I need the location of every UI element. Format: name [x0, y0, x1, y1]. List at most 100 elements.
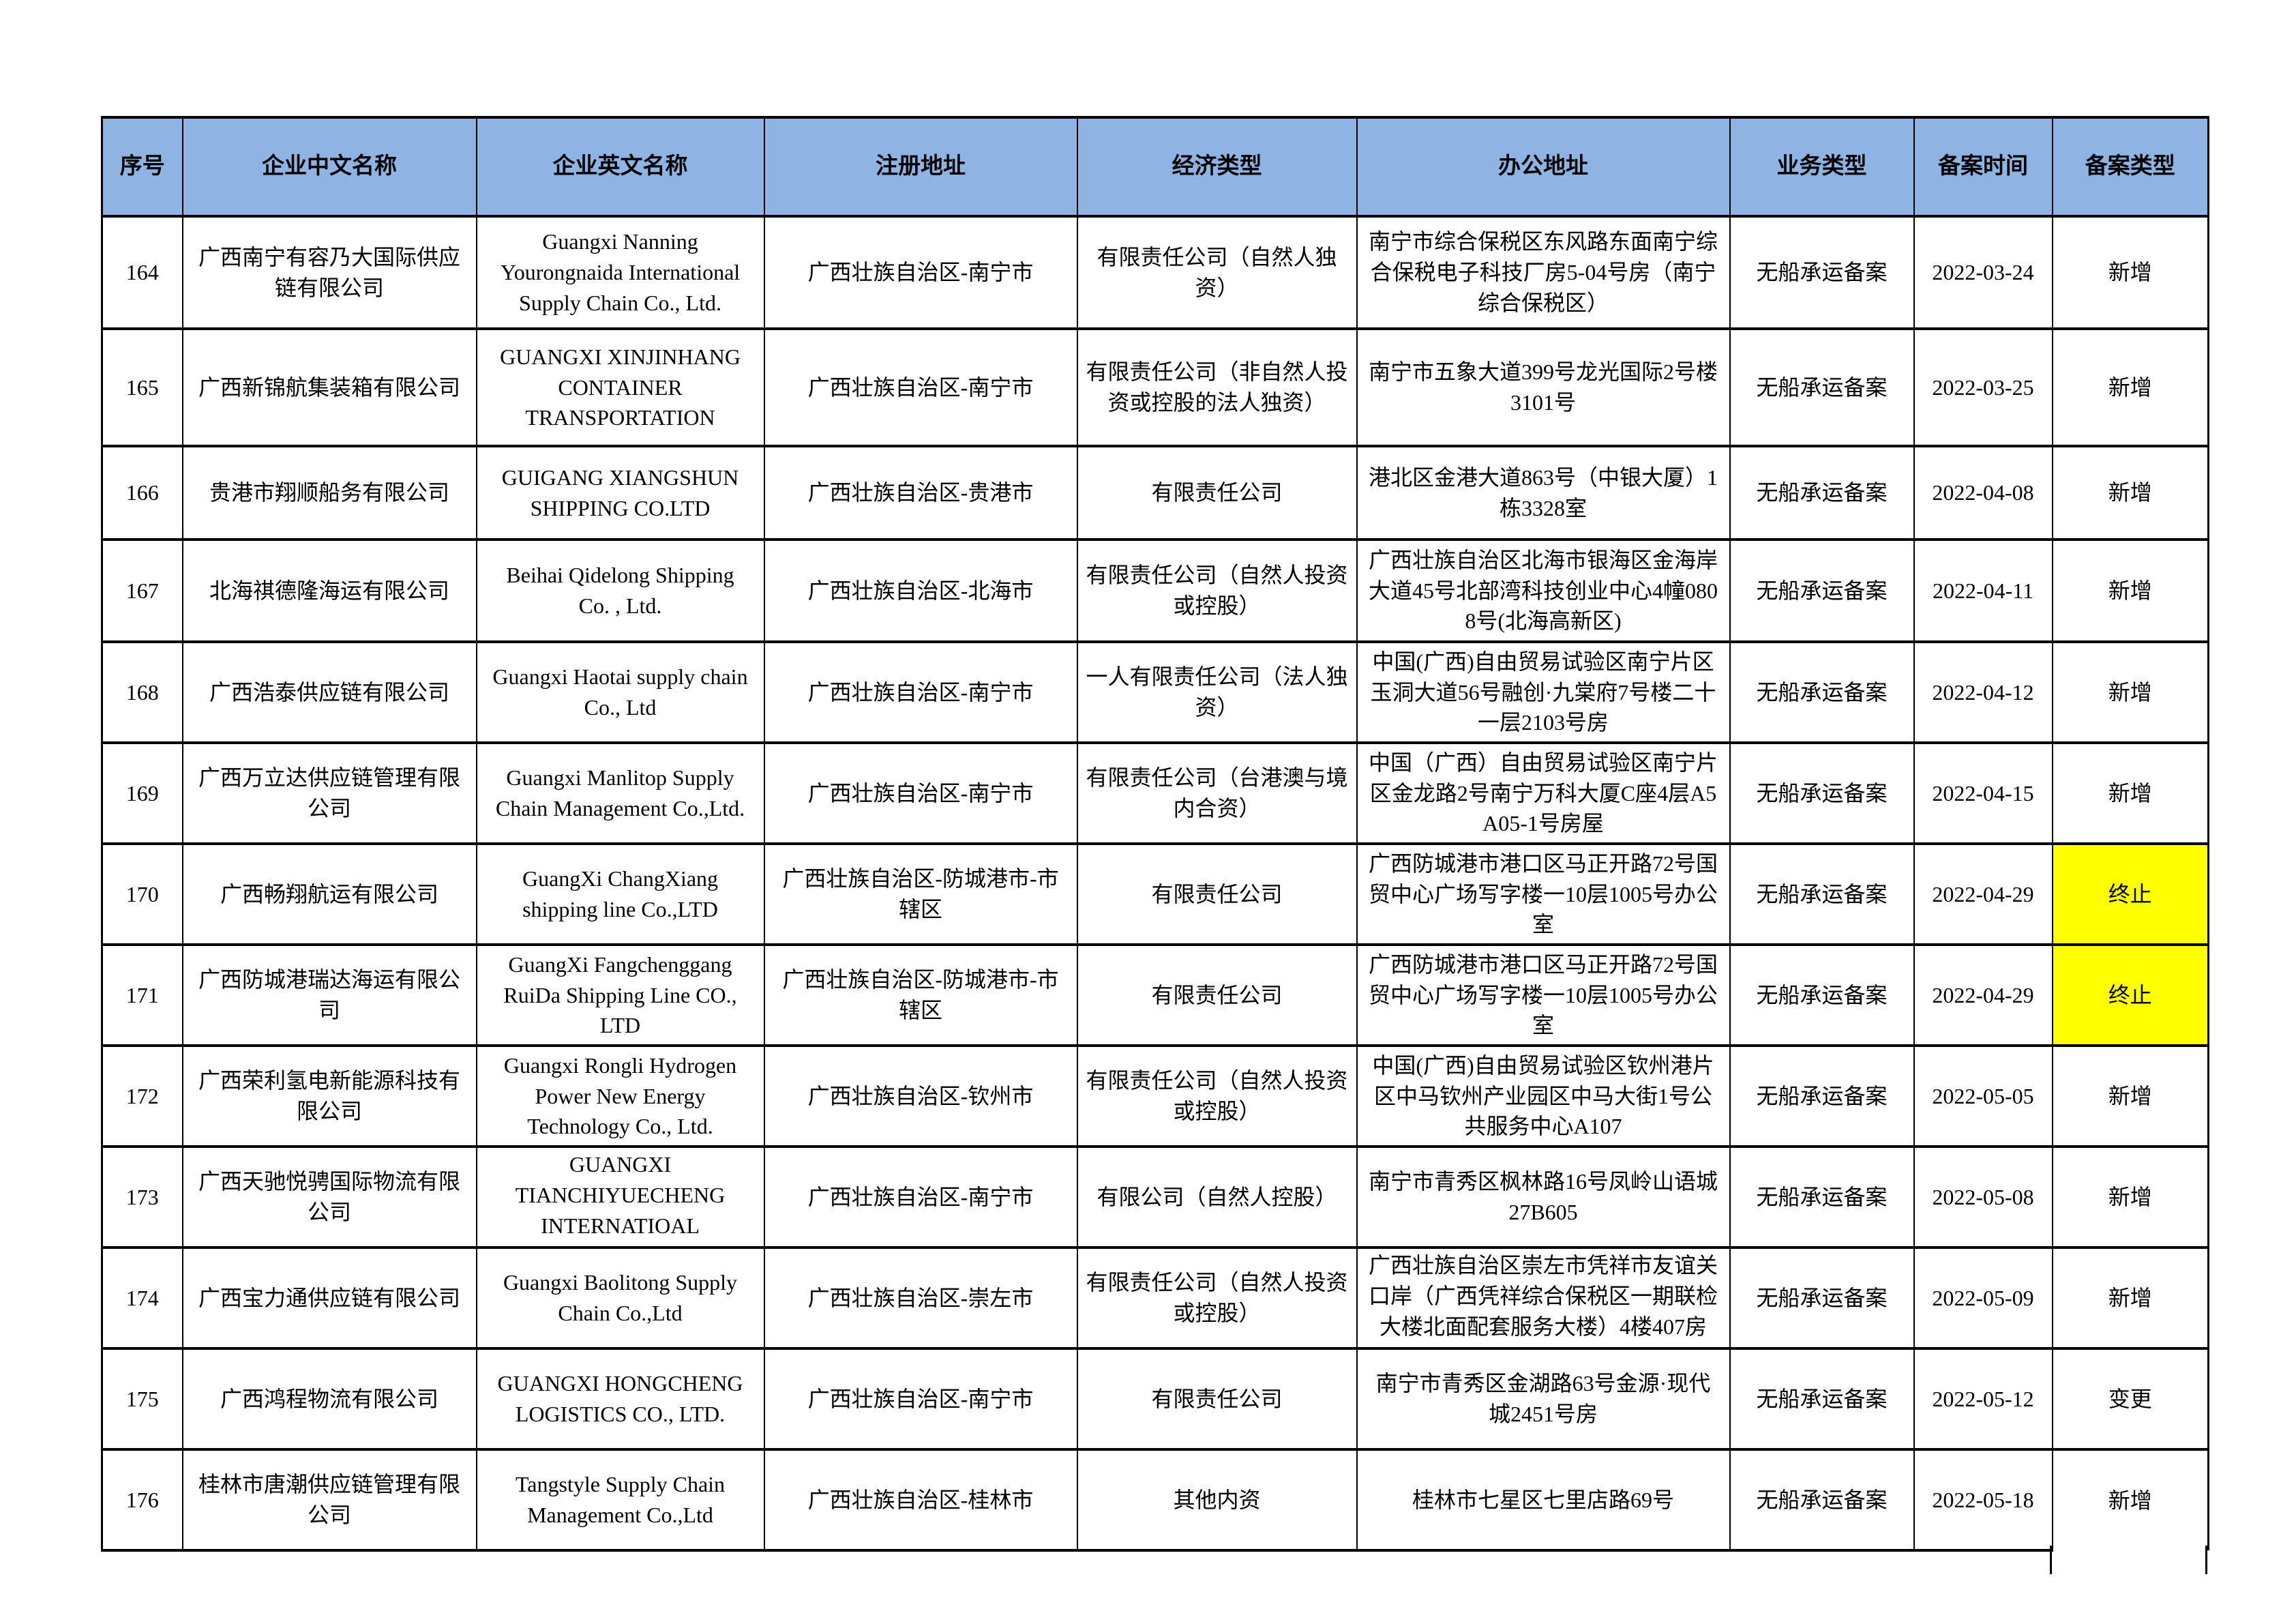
cell-cn-name: 广西万立达供应链管理有限公司	[181, 741, 477, 845]
cell-biz-type: 无船承运备案	[1729, 1448, 1915, 1552]
cell-record-type: 变更	[2051, 1347, 2209, 1451]
cell-biz-type: 无船承运备案	[1729, 842, 1915, 946]
cell-record-type: 新增	[2051, 1246, 2209, 1350]
table-row: 170 广西畅翔航运有限公司 GuangXi ChangXiang shipping…	[101, 842, 2209, 946]
cell-reg-addr: 广西壮族自治区-防城港市-市辖区	[763, 943, 1078, 1047]
cell-biz-type: 无船承运备案	[1729, 1044, 1915, 1148]
cell-record-type: 新增	[2051, 538, 2209, 643]
cell-record-date: 2022-04-15	[1913, 741, 2053, 845]
cell-office-addr: 南宁市五象大道399号龙光国际2号楼3101号	[1356, 327, 1731, 447]
cell-office-addr: 南宁市综合保税区东风路东面南宁综合保税电子科技厂房5-04号房（南宁综合保税区）	[1356, 215, 1731, 330]
cell-en-name: Guangxi Manlitop Supply Chain Management…	[475, 741, 765, 845]
cell-biz-type: 无船承运备案	[1729, 741, 1915, 845]
cell-en-name: Guangxi Haotai supply chain Co., Ltd	[475, 640, 765, 744]
header-cell-record-date: 备案时间	[1913, 116, 2053, 218]
cell-cn-name: 广西畅翔航运有限公司	[181, 842, 477, 946]
cell-en-name: GUANGXI TIANCHIYUECHENG INTERNATIOAL LOG…	[475, 1145, 765, 1249]
cell-record-date: 2022-04-29	[1913, 943, 2053, 1047]
table-row: 167 北海祺德隆海运有限公司 Beihai Qidelong Shipping C…	[101, 538, 2209, 643]
header-cell-econ-type: 经济类型	[1076, 116, 1358, 218]
cell-index: 165	[101, 327, 183, 447]
cell-cn-name: 广西防城港瑞达海运有限公司	[181, 943, 477, 1047]
cell-biz-type: 无船承运备案	[1729, 1347, 1915, 1451]
cell-office-addr: 广西防城港市港口区马正开路72号国贸中心广场写字楼一10层1005号办公室	[1356, 943, 1731, 1047]
table-row: 164 广西南宁有容乃大国际供应链有限公司 Guangxi Nanning Your…	[101, 215, 2209, 330]
cell-reg-addr: 广西壮族自治区-桂林市	[763, 1448, 1078, 1552]
table-row: 168 广西浩泰供应链有限公司 Guangxi Haotai supply chai…	[101, 640, 2209, 744]
cell-reg-addr: 广西壮族自治区-防城港市-市辖区	[763, 842, 1078, 946]
cell-reg-addr: 广西壮族自治区-贵港市	[763, 445, 1078, 541]
cell-cn-name: 广西鸿程物流有限公司	[181, 1347, 477, 1451]
cell-econ-type: 有限责任公司（自然人独资）	[1076, 215, 1358, 330]
cell-index: 172	[101, 1044, 183, 1148]
cell-index: 168	[101, 640, 183, 744]
cell-econ-type: 有限责任公司	[1076, 842, 1358, 946]
cell-econ-type: 有限责任公司（非自然人投资或控股的法人独资）	[1076, 327, 1358, 447]
cell-cn-name: 广西天驰悦骋国际物流有限公司	[181, 1145, 477, 1249]
cell-record-date: 2022-05-08	[1913, 1145, 2053, 1249]
table-row: 169 广西万立达供应链管理有限公司 Guangxi Manlitop Supply…	[101, 741, 2209, 845]
cell-en-name: Guangxi Nanning Yourongnaida Internation…	[475, 215, 765, 330]
cell-record-type: 新增	[2051, 1044, 2209, 1148]
table-row: 171 广西防城港瑞达海运有限公司 GuangXi Fangchenggang Ru…	[101, 943, 2209, 1047]
cell-record-date: 2022-05-09	[1913, 1246, 2053, 1350]
cell-office-addr: 中国(广西)自由贸易试验区钦州港片区中马钦州产业园区中马大街1号公共服务中心A1…	[1356, 1044, 1731, 1148]
cell-reg-addr: 广西壮族自治区-南宁市	[763, 1347, 1078, 1451]
cell-record-date: 2022-04-29	[1913, 842, 2053, 946]
cell-index: 175	[101, 1347, 183, 1451]
cell-cn-name: 广西新锦航集装箱有限公司	[181, 327, 477, 447]
table-row: 166 贵港市翔顺船务有限公司 GUIGANG XIANGSHUN SHIPPING…	[101, 445, 2209, 541]
cell-office-addr: 港北区金港大道863号（中银大厦）1栋3328室	[1356, 445, 1731, 541]
header-cell-office-addr: 办公地址	[1356, 116, 1731, 218]
cell-cn-name: 桂林市唐潮供应链管理有限公司	[181, 1448, 477, 1552]
cell-record-type: 新增	[2051, 1145, 2209, 1249]
cell-en-name: Tangstyle Supply Chain Management Co.,Lt…	[475, 1448, 765, 1552]
cell-office-addr: 广西防城港市港口区马正开路72号国贸中心广场写字楼一10层1005号办公室	[1356, 842, 1731, 946]
cell-record-type: 新增	[2051, 741, 2209, 845]
cell-reg-addr: 广西壮族自治区-北海市	[763, 538, 1078, 643]
cell-reg-addr: 广西壮族自治区-南宁市	[763, 741, 1078, 845]
cell-reg-addr: 广西壮族自治区-南宁市	[763, 327, 1078, 447]
cell-cn-name: 广西南宁有容乃大国际供应链有限公司	[181, 215, 477, 330]
table-row: 175 广西鸿程物流有限公司 GUANGXI HONGCHENG LOGISTICS…	[101, 1347, 2209, 1451]
nvocc-filing-table: 序号 企业中文名称 企业英文名称 注册地址 经济类型 办公地址 业务类型 备案时间 备案类型 1…	[101, 116, 2209, 1552]
cell-index: 171	[101, 943, 183, 1047]
cell-econ-type: 其他内资	[1076, 1448, 1358, 1552]
cell-econ-type: 有限责任公司	[1076, 943, 1358, 1047]
table-header-row: 序号 企业中文名称 企业英文名称 注册地址 经济类型 办公地址 业务类型 备案时间 备案类型	[101, 116, 2209, 218]
cell-biz-type: 无船承运备案	[1729, 445, 1915, 541]
header-cell-cn-name: 企业中文名称	[181, 116, 477, 218]
table-row: 174 广西宝力通供应链有限公司 Guangxi Baolitong Supply …	[101, 1246, 2209, 1350]
cell-index: 173	[101, 1145, 183, 1249]
cell-office-addr: 中国（广西）自由贸易试验区南宁片区金龙路2号南宁万科大厦C座4层A5A05-1号…	[1356, 741, 1731, 845]
cell-en-name: GuangXi Fangchenggang RuiDa Shipping Lin…	[475, 943, 765, 1047]
cell-index: 170	[101, 842, 183, 946]
cell-biz-type: 无船承运备案	[1729, 327, 1915, 447]
cell-econ-type: 有限责任公司（台港澳与境内合资）	[1076, 741, 1358, 845]
cell-en-name: Guangxi Baolitong Supply Chain Co.,Ltd	[475, 1246, 765, 1350]
cell-index: 176	[101, 1448, 183, 1552]
header-cell-en-name: 企业英文名称	[475, 116, 765, 218]
cell-econ-type: 有限责任公司	[1076, 445, 1358, 541]
table-row: 173 广西天驰悦骋国际物流有限公司 GUANGXI TIANCHIYUECHENG…	[101, 1145, 2209, 1249]
cell-office-addr: 广西壮族自治区崇左市凭祥市友谊关口岸（广西凭祥综合保税区一期联检大楼北面配套服务…	[1356, 1246, 1731, 1350]
table-row: 172 广西荣利氢电新能源科技有限公司 Guangxi Rongli Hydroge…	[101, 1044, 2209, 1148]
cell-en-name: GUANGXI HONGCHENG LOGISTICS CO., LTD.	[475, 1347, 765, 1451]
cell-index: 166	[101, 445, 183, 541]
cell-record-type: 新增	[2051, 640, 2209, 744]
cell-en-name: GUIGANG XIANGSHUN SHIPPING CO.LTD	[475, 445, 765, 541]
cell-office-addr: 广西壮族自治区北海市银海区金海岸大道45号北部湾科技创业中心4幢0808号(北海…	[1356, 538, 1731, 643]
cell-econ-type: 有限责任公司（自然人投资或控股）	[1076, 538, 1358, 643]
cell-en-name: Guangxi Rongli Hydrogen Power New Energy…	[475, 1044, 765, 1148]
cell-cn-name: 广西宝力通供应链有限公司	[181, 1246, 477, 1350]
cell-biz-type: 无船承运备案	[1729, 640, 1915, 744]
cell-record-type: 新增	[2051, 445, 2209, 541]
cell-record-date: 2022-04-11	[1913, 538, 2053, 643]
cell-office-addr: 南宁市青秀区金湖路63号金源·现代城2451号房	[1356, 1347, 1731, 1451]
cell-econ-type: 有限责任公司	[1076, 1347, 1358, 1451]
clipped-cell-content: 广西壮族自治区崇左市凭祥市友谊关口岸（广西凭祥综合保税区一期联检大楼北面配套服务…	[1368, 1253, 1718, 1339]
header-cell-reg-addr: 注册地址	[763, 116, 1078, 218]
cell-biz-type: 无船承运备案	[1729, 943, 1915, 1047]
cell-office-addr: 南宁市青秀区枫林路16号凤岭山语城27B605	[1356, 1145, 1731, 1249]
cell-index: 169	[101, 741, 183, 845]
